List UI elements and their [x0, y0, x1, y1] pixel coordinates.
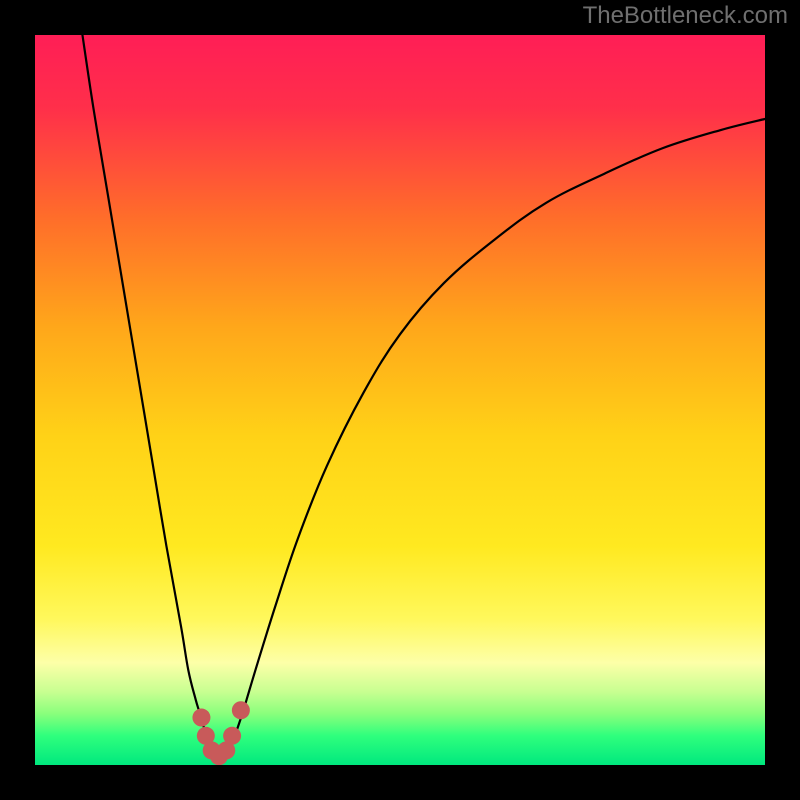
marker-dot: [223, 727, 241, 745]
watermark-text: TheBottleneck.com: [583, 2, 788, 30]
marker-dot: [232, 701, 250, 719]
gradient-background: [35, 35, 765, 765]
chart-frame: TheBottleneck.com: [0, 0, 800, 800]
marker-dot: [192, 709, 210, 727]
plot-area: [35, 35, 765, 765]
chart-svg: [35, 35, 765, 765]
